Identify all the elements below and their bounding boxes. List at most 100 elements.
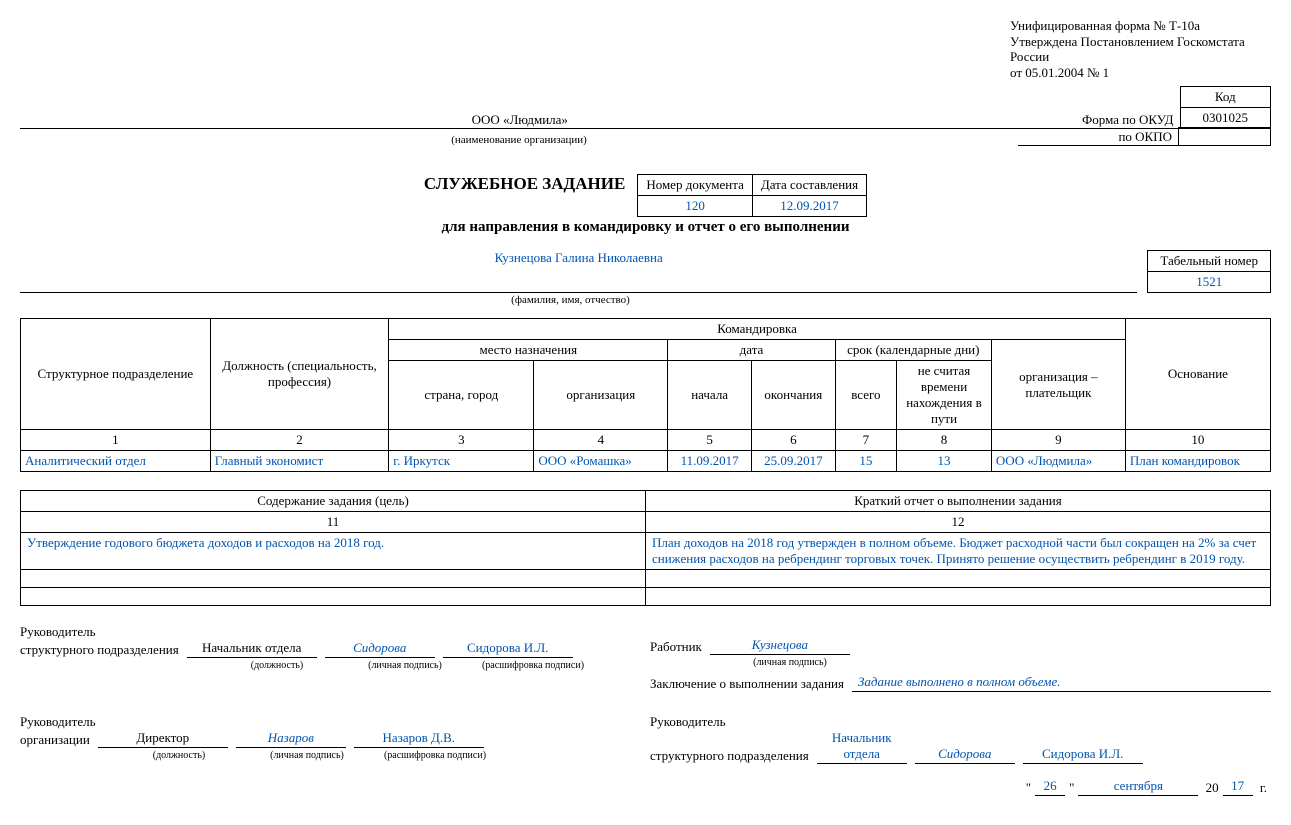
title-bar: СЛУЖЕБНОЕ ЗАДАНИЕ Номер документа Дата с… [20,174,1271,217]
h-payer: организация – плательщик [991,340,1125,430]
head-org-lbl2: организации [20,732,90,748]
doc-num-h: Номер документа [638,175,753,196]
n10: 10 [1125,430,1270,451]
h-dest: место назначения [389,340,668,361]
head-dept-lbl2: структурного подразделения [20,642,179,658]
h-org: организация [534,361,668,430]
doc-date: 12.09.2017 [752,196,866,217]
head-dept2-lbl2: структурного подразделения [650,748,809,764]
head-org-name: Назаров Д.В. [354,730,484,748]
doc-table: Номер документа Дата составления 120 12.… [637,174,867,217]
v-payer: ООО «Людмила» [991,451,1125,472]
approval-l3: от 05.01.2004 № 1 [1010,65,1271,81]
org-caption: (наименование организации) [20,134,1018,146]
cap-name-2: (расшифровка подписи) [366,750,504,761]
worker-lbl: Работник [650,639,702,655]
head-dept2-lbl1: Руководитель [650,714,1271,730]
n7: 7 [835,430,896,451]
content-table: Содержание задания (цель) Краткий отчет … [20,490,1271,606]
data-row: Аналитический отдел Главный экономист г.… [21,451,1271,472]
num-row: 1 2 3 4 5 6 7 8 9 10 [21,430,1271,451]
content-n2: 12 [646,512,1271,533]
doc-date-h: Дата составления [752,175,866,196]
h-dept: Структурное подразделение [21,319,211,430]
okpo-cell [1178,127,1271,146]
v-dept: Аналитический отдел [21,451,211,472]
v-pos: Главный экономист [210,451,389,472]
h-pos: Должность (специальность, профессия) [210,319,389,430]
n6: 6 [751,430,835,451]
content-goal: Утверждение годового бюджета доходов и р… [21,533,646,570]
n9: 9 [991,430,1125,451]
cap-sign-2: (личная подпись) [248,750,366,761]
subtitle: для направления в командировку и отчет о… [20,219,1271,236]
head-dept2-sign: Сидорова [915,746,1015,764]
okud-label: Форма по ОКУД [1020,112,1180,129]
content-report: План доходов на 2018 год утвержден в пол… [646,533,1271,570]
n5: 5 [668,430,752,451]
concl-val: Задание выполнено в полном объеме. [852,674,1271,692]
content-h2: Краткий отчет о выполнении задания [646,491,1271,512]
main-table: Структурное подразделение Должность (спе… [20,318,1271,472]
n1: 1 [21,430,211,451]
code-table: Код 0301025 [1180,86,1272,129]
org-name-line: ООО «Людмила» [20,112,1020,129]
approval-block: Унифицированная форма № Т-10а Утверждена… [1010,18,1271,80]
h-end: окончания [751,361,835,430]
worker-sign: Кузнецова [710,637,850,655]
fio: Кузнецова Галина Николаевна [495,250,663,265]
v-org: ООО «Ромашка» [534,451,668,472]
cap-pos-2: (должность) [110,750,248,761]
head-dept-sign: Сидорова [325,640,435,658]
head-org-lbl1: Руководитель [20,714,620,730]
tabel-table: Табельный номер 1521 [1147,250,1271,293]
v-end: 25.09.2017 [751,451,835,472]
tabel-v: 1521 [1148,272,1271,293]
v-start: 11.09.2017 [668,451,752,472]
h-start: начала [668,361,752,430]
h-date: дата [668,340,835,361]
h-basis: Основание [1125,319,1270,430]
okud-value: 0301025 [1180,108,1271,129]
v-excl: 13 [897,451,992,472]
h-total: всего [835,361,896,430]
cap-sign-1: (личная подпись) [346,660,464,671]
fio-caption: (фамилия, имя, отчество) [20,294,1121,306]
tabel-h: Табельный номер [1148,251,1271,272]
h-trip: Командировка [389,319,1126,340]
date-y: 17 [1223,778,1253,796]
head-dept-pos: Начальник отдела [187,640,317,658]
signatures: Руководитель структурного подразделения … [20,624,1271,796]
org-name: ООО «Людмила» [472,112,568,127]
v-basis: План командировок [1125,451,1270,472]
v-country: г. Иркутск [389,451,534,472]
okpo-label: по ОКПО [1018,129,1178,146]
cap-sign-w: (личная подпись) [720,657,860,668]
n3: 3 [389,430,534,451]
cap-pos-1: (должность) [208,660,346,671]
date-d: 26 [1035,778,1065,796]
h-term: срок (календарные дни) [835,340,991,361]
main-title: СЛУЖЕБНОЕ ЗАДАНИЕ [424,174,625,194]
concl-lbl: Заключение о выполнении задания [650,676,844,692]
head-dept-name: Сидорова И.Л. [443,640,573,658]
n4: 4 [534,430,668,451]
okpo-value [1179,128,1271,146]
date-m: сентября [1078,778,1198,796]
doc-num: 120 [638,196,753,217]
v-total: 15 [835,451,896,472]
h-excl: не считая времени нахожде­ния в пути [897,361,992,430]
n2: 2 [210,430,389,451]
approval-l2: Утверждена Постановлением Госкомстата Ро… [1010,34,1271,65]
head-dept-lbl1: Руководитель [20,624,620,640]
content-h1: Содержание задания (цель) [21,491,646,512]
code-head: Код [1180,87,1271,108]
fio-row: Кузнецова Галина Николаевна Табельный но… [20,250,1271,293]
head-org-pos: Директор [98,730,228,748]
n8: 8 [897,430,992,451]
head-dept2-name: Сидорова И.Л. [1023,746,1143,764]
head-org-sign: Назаров [236,730,346,748]
date-row: " 26 " сентября 20 17 г. [650,778,1271,796]
content-n1: 11 [21,512,646,533]
head-dept2-pos: Начальник отдела [817,730,907,764]
